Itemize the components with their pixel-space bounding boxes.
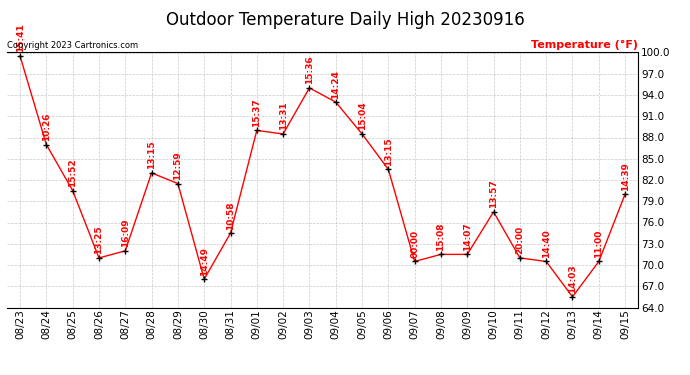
Text: 15:04: 15:04	[357, 102, 366, 130]
Text: Temperature (°F): Temperature (°F)	[531, 40, 638, 50]
Text: 13:31: 13:31	[279, 102, 288, 130]
Text: 10:26: 10:26	[42, 112, 51, 141]
Text: 16:09: 16:09	[121, 219, 130, 247]
Text: 10:58: 10:58	[226, 201, 235, 229]
Text: 13:15: 13:15	[384, 137, 393, 166]
Text: 14:07: 14:07	[463, 222, 472, 251]
Text: 14:49: 14:49	[199, 247, 208, 276]
Text: 14:24: 14:24	[331, 70, 340, 99]
Text: Outdoor Temperature Daily High 20230916: Outdoor Temperature Daily High 20230916	[166, 11, 524, 29]
Text: 14:39: 14:39	[620, 162, 629, 190]
Text: Copyright 2023 Cartronics.com: Copyright 2023 Cartronics.com	[7, 41, 138, 50]
Text: 00:00: 00:00	[410, 230, 419, 258]
Text: 13:57: 13:57	[489, 180, 498, 209]
Text: 15:36: 15:36	[305, 56, 314, 84]
Text: 15:37: 15:37	[253, 98, 262, 127]
Text: 20:00: 20:00	[515, 226, 524, 254]
Text: 13:15: 13:15	[147, 141, 156, 170]
Text: 11:00: 11:00	[594, 230, 603, 258]
Text: 14:40: 14:40	[542, 229, 551, 258]
Text: 15:41: 15:41	[16, 24, 25, 52]
Text: 13:25: 13:25	[95, 226, 103, 254]
Text: 12:59: 12:59	[173, 151, 182, 180]
Text: 15:08: 15:08	[437, 222, 446, 251]
Text: 15:52: 15:52	[68, 159, 77, 187]
Text: 14:03: 14:03	[568, 265, 577, 293]
